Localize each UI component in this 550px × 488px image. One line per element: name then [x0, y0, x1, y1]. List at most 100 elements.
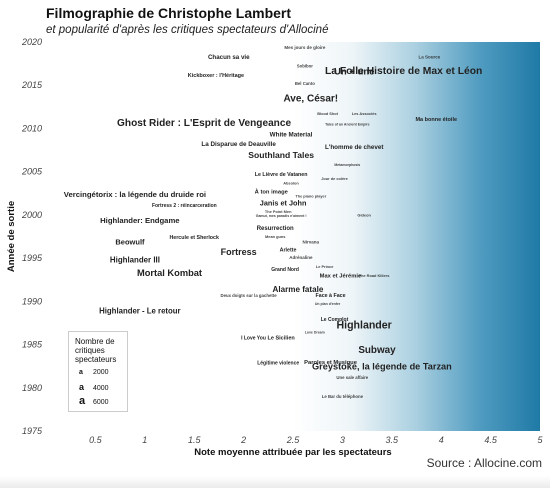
film-label: Gideon [357, 212, 371, 217]
film-label: Mean guns [265, 234, 285, 239]
legend-glyph: a [79, 369, 83, 376]
x-tick-label: 0.5 [89, 435, 103, 445]
film-label: La Source [418, 54, 440, 59]
film-label: Gamut, mes paradis n'aiment ! [256, 214, 307, 218]
y-axis: 1975 1980 1985 1990 1995 2000 2005 2010 2015 2020 [21, 37, 43, 436]
film-label: Beowulf [115, 237, 145, 246]
film-label: Le Prince [316, 264, 334, 269]
film-label: Greystoke, la légende de Tarzan [312, 361, 452, 371]
source-note: Source : Allocine.com [426, 456, 542, 470]
film-label: L'homme de chevet [325, 144, 384, 151]
film-label: Les Associés [352, 111, 377, 116]
film-label: Kickboxer : l'Héritage [188, 73, 244, 79]
legend-label: 2000 [93, 369, 109, 376]
film-label: The Point Men [265, 209, 292, 214]
film-label: I Love You [241, 335, 266, 341]
legend-item: a 2000 [79, 369, 109, 376]
film-label: Mortal Kombat [137, 268, 202, 278]
film-label: Légitime violence [257, 360, 299, 366]
film-label: Max et Jérémie [320, 273, 362, 279]
film-label: Highlander: Endgame [100, 216, 180, 225]
film-label: White Material [270, 132, 313, 139]
film-label: Une sale affaire [336, 375, 368, 380]
film-label: Hercule et Sherlock [169, 235, 219, 241]
x-tick-label: 1.5 [188, 435, 202, 445]
y-tick-label: 2005 [21, 167, 43, 177]
legend-glyph: a [79, 395, 86, 407]
film-label: Subway [358, 345, 396, 356]
y-tick-label: 1985 [22, 340, 43, 350]
chart-title: Filmographie de Christophe Lambert [46, 5, 292, 21]
film-label: Vercingétorix : la légende du druide roi [64, 190, 206, 199]
film-label: Sobibor [297, 64, 314, 69]
film-label: Un + une [334, 67, 374, 78]
y-tick-label: 2000 [21, 210, 42, 220]
film-label: Jour de colère [321, 176, 348, 181]
film-label: La Disparue de Deauville [201, 141, 276, 148]
chart-subtitle: et popularité d'après les critiques spec… [46, 24, 329, 36]
film-label: Southland Tales [248, 150, 314, 160]
film-label: Absolon [283, 180, 299, 185]
legend-glyph: a [79, 382, 85, 392]
x-tick-label: 3.5 [386, 435, 400, 445]
legend-item: a 4000 [79, 382, 109, 392]
film-label: Love Dream [305, 331, 325, 335]
film-label: Ghost Rider : L'Esprit de Vengeance [117, 118, 291, 129]
footer-strip [0, 476, 550, 488]
film-label: Tales of an Ancient Empire [325, 122, 370, 126]
film-label: Un plan d'enfer [315, 302, 341, 306]
film-label: Adrénaline [289, 255, 313, 260]
x-tick-label: 2.5 [286, 435, 301, 445]
film-label: Highlander [336, 319, 391, 331]
y-tick-label: 1995 [22, 253, 43, 263]
film-label: Ma bonne étoile [415, 117, 457, 123]
film-label: The piano player [295, 193, 326, 198]
film-label: Nirvana [303, 239, 320, 244]
legend-item: a 6000 [79, 395, 109, 407]
x-tick-label: 4 [439, 435, 444, 445]
plot-background [46, 42, 540, 431]
film-label: Arlette [280, 247, 297, 253]
film-label: La Folle Histoire de Max et Léon [325, 66, 482, 77]
y-axis-label: Année de sortie [6, 201, 17, 272]
film-label: Janis et John [260, 198, 307, 207]
y-tick-label: 1980 [22, 383, 42, 393]
film-label: Le Complot [321, 317, 349, 323]
film-label: Fortress 2 : réincarceration [152, 203, 217, 209]
y-tick-label: 1975 [22, 426, 43, 436]
film-label: Paroles et Musique [304, 360, 358, 366]
film-label: Chacun sa vie [208, 54, 250, 61]
film-labels: Mes jours de gloire La Source Chacun sa vi… [64, 45, 483, 399]
legend-title-line: critiques [75, 346, 105, 355]
film-label: Alarme fatale [273, 285, 324, 294]
film-label: Le Bar du téléphone [322, 394, 364, 399]
film-label: Blood Shot [317, 111, 338, 116]
film-label: Highlander III [110, 256, 160, 265]
film-label: Mes jours de gloire [284, 45, 326, 50]
legend-title-line: Nombre de [75, 337, 115, 346]
x-tick-label: 5 [537, 435, 543, 445]
y-tick-label: 2020 [21, 37, 42, 47]
x-axis: 0.5 1 1.5 2 2.5 3 3.5 4 4.5 5 [89, 435, 543, 445]
film-label: Metamorphosis [334, 163, 360, 167]
legend-title: Nombre de critiques spectateurs [75, 337, 116, 364]
y-tick-label: 1990 [22, 296, 42, 306]
film-label: Le Sicilien [268, 336, 296, 342]
x-axis-label: Note moyenne attribuée par les spectateu… [194, 447, 391, 458]
legend-title-line: spectateurs [75, 355, 117, 364]
legend-label: 6000 [93, 399, 109, 406]
film-label: Grand Nord [271, 267, 299, 273]
film-label: Ave, César! [283, 94, 338, 105]
y-tick-label: 2010 [21, 123, 42, 133]
film-label: Deux doigts sur la gachette [220, 293, 277, 298]
legend-label: 4000 [93, 385, 109, 392]
film-label: Resurrection [257, 226, 294, 232]
y-tick-label: 2015 [21, 80, 43, 90]
x-tick-label: 1 [142, 435, 147, 445]
film-label: Bel Canto [295, 81, 315, 86]
film-label: Le Lièvre de Vatanen [255, 172, 308, 178]
x-tick-label: 2 [240, 435, 246, 445]
film-label: Highlander - Le retour [99, 307, 180, 316]
